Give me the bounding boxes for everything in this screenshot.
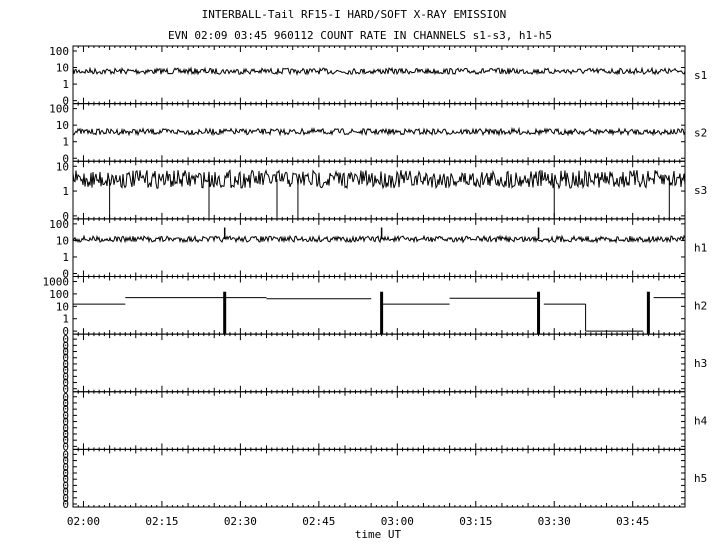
x-tick-label: 03:30 (538, 515, 571, 528)
y-tick-label: 1 (62, 313, 69, 326)
y-tick-label: 0 (62, 416, 69, 429)
panel-name-h4: h4 (694, 415, 708, 428)
y-tick-label: 0 (62, 434, 69, 447)
chart-subtitle: EVN 02:09 03:45 960112 COUNT RATE IN CHA… (168, 29, 552, 42)
y-tick-label: 0 (62, 210, 69, 223)
y-tick-label: 1 (62, 251, 69, 264)
y-tick-label: 1 (62, 78, 69, 91)
panel-frame (72, 448, 686, 508)
series-line-h1 (72, 234, 686, 244)
series-line-s2 (72, 126, 686, 137)
y-tick-label: 0 (62, 455, 69, 468)
x-tick-label: 03:00 (381, 515, 414, 528)
panel-name-h2: h2 (694, 299, 707, 312)
y-tick-label: 0 (62, 383, 69, 396)
x-axis-label: time UT (355, 528, 402, 541)
x-tick-label: 02:15 (145, 515, 178, 528)
y-tick-label: 0 (62, 498, 69, 511)
y-tick-label: 0 (62, 364, 69, 377)
y-tick-label: 100 (49, 45, 69, 58)
y-tick-label: 0 (62, 440, 69, 453)
panel-name-h3: h3 (694, 357, 707, 370)
burst-mark (223, 291, 227, 335)
y-tick-label: 0 (62, 397, 69, 410)
y-tick-label: 0 (62, 467, 69, 480)
series-line-s1 (72, 66, 686, 76)
y-tick-label: 0 (62, 339, 69, 352)
y-tick-label: 1 (62, 136, 69, 149)
y-tick-label: 0 (62, 352, 69, 365)
burst-mark (646, 291, 650, 335)
y-tick-label: 10 (56, 62, 69, 75)
y-tick-label: 1000 (43, 276, 70, 289)
y-tick-label: 0 (62, 95, 69, 108)
panel-frame (72, 333, 686, 393)
panel-name-s2: s2 (694, 126, 707, 139)
y-tick-label: 0 (62, 448, 69, 461)
y-tick-label: 0 (62, 391, 69, 404)
y-tick-label: 10 (56, 234, 69, 247)
y-tick-label: 0 (62, 358, 69, 371)
panel-name-s1: s1 (694, 69, 707, 82)
y-tick-label: 0 (62, 333, 69, 346)
series-line-h2 (73, 297, 685, 332)
burst-mark (537, 291, 541, 335)
y-tick-label: 0 (62, 479, 69, 492)
y-tick-label: 0 (62, 492, 69, 505)
y-tick-label: 0 (62, 268, 69, 281)
series-line-s3 (72, 169, 686, 190)
y-tick-label: 10 (56, 160, 69, 173)
y-tick-label: 0 (62, 370, 69, 383)
y-tick-label: 0 (62, 422, 69, 435)
y-tick-label: 0 (62, 325, 69, 338)
y-tick-label: 0 (62, 403, 69, 416)
x-tick-label: 02:30 (224, 515, 257, 528)
panel-name-h5: h5 (694, 472, 707, 485)
y-tick-label: 100 (49, 218, 69, 231)
x-tick-label: 02:00 (67, 515, 100, 528)
y-tick-label: 0 (62, 152, 69, 165)
y-tick-label: 0 (62, 486, 69, 499)
y-tick-label: 10 (56, 300, 69, 313)
y-tick-label: 1 (62, 185, 69, 198)
y-tick-label: 0 (62, 346, 69, 359)
burst-mark (380, 291, 384, 335)
chart-title: INTERBALL-Tail RF15-I HARD/SOFT X-RAY EM… (202, 8, 507, 21)
panel-frame (72, 45, 686, 105)
panel-name-h1: h1 (694, 242, 707, 255)
y-tick-label: 0 (62, 461, 69, 474)
x-tick-label: 02:45 (302, 515, 335, 528)
panel-frame (72, 218, 686, 277)
y-tick-label: 100 (49, 103, 69, 116)
panel-frame (72, 160, 686, 220)
x-tick-label: 03:15 (459, 515, 492, 528)
panels-group: 1001010s11001010s21010s31001010h11000100… (43, 45, 708, 528)
y-tick-label: 0 (62, 377, 69, 390)
y-tick-label: 0 (62, 473, 69, 486)
y-tick-label: 0 (62, 428, 69, 441)
panel-frame (72, 276, 686, 335)
panel-frame (72, 391, 686, 450)
x-tick-label: 03:45 (616, 515, 649, 528)
y-tick-label: 0 (62, 409, 69, 422)
y-tick-label: 10 (56, 119, 69, 132)
panel-name-s3: s3 (694, 184, 707, 197)
y-tick-label: 100 (49, 288, 69, 301)
